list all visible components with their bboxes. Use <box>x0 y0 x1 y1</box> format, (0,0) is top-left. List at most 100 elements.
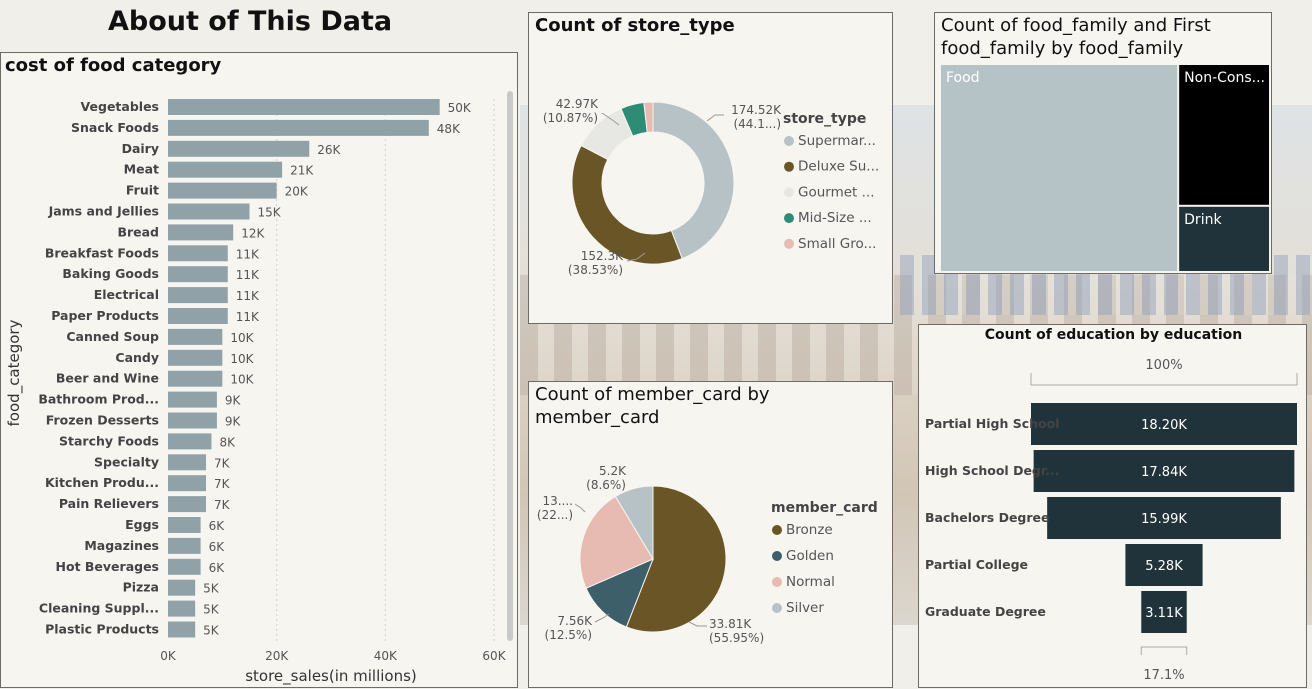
data-label: 10K <box>230 352 254 366</box>
category-label: Frozen Desserts <box>46 413 159 428</box>
data-label: 42.97K <box>556 97 599 111</box>
food-family-title-line1: Count of food_family and First <box>941 15 1211 36</box>
legend-item: Golden <box>786 548 834 564</box>
data-label: (8.6%) <box>586 478 626 492</box>
treemap-label: Drink <box>1184 212 1222 228</box>
legend-item: Normal <box>786 574 835 590</box>
legend-title: member_card <box>771 500 878 516</box>
category-label: Eggs <box>125 517 159 532</box>
legend-marker <box>784 238 794 249</box>
data-label: 50K <box>448 101 472 115</box>
data-label: 9K <box>225 394 242 408</box>
data-label: 15K <box>258 206 282 220</box>
funnel-value: 17.84K <box>1141 465 1187 480</box>
food-family-panel[interactable]: Count of food_family and First food_fami… <box>934 12 1272 274</box>
bar <box>168 308 228 324</box>
data-label: 48K <box>437 122 461 136</box>
x-tick-label: 60K <box>482 649 506 663</box>
data-label: 6K <box>209 540 226 554</box>
food-family-treemap: Food Non-Cons... Drink <box>941 65 1269 271</box>
bar <box>168 475 207 492</box>
category-label: Specialty <box>94 454 159 469</box>
data-label: (12.5%) <box>545 628 592 642</box>
funnel-top-label: 100% <box>1145 358 1182 373</box>
legend-item: Silver <box>786 600 824 616</box>
data-label: 33.81K <box>709 617 752 631</box>
pie-slice <box>643 101 654 133</box>
category-label: Electrical <box>94 287 159 302</box>
bar <box>168 161 283 178</box>
bar <box>168 391 217 408</box>
member-card-title-line1: Count of member_card by <box>535 384 770 405</box>
bar <box>168 349 223 366</box>
funnel-bar <box>1125 544 1203 586</box>
member-card-title-line2: member_card <box>535 407 660 428</box>
x-axis-title: store_sales(in millions) <box>245 667 417 686</box>
data-label: 7K <box>214 498 231 512</box>
bar <box>168 266 228 283</box>
bar <box>168 558 201 575</box>
funnel-value: 3.11K <box>1145 606 1183 621</box>
data-label: 7K <box>214 477 231 491</box>
data-label: 5.2K <box>599 464 627 478</box>
data-label: 21K <box>290 164 314 178</box>
data-label: 5K <box>203 582 220 596</box>
data-label: 11K <box>236 310 260 324</box>
pie-slice <box>652 101 735 260</box>
category-label: Bachelors Degree <box>925 510 1050 525</box>
data-label: 10K <box>230 331 254 345</box>
pie-slice <box>614 485 654 561</box>
treemap-label: Non-Cons... <box>1184 70 1265 86</box>
store-type-panel[interactable]: Count of store_type 174.52K (44.1...) 152.… <box>528 12 893 324</box>
funnel-bar <box>1033 450 1295 492</box>
data-label: 5K <box>203 603 220 617</box>
treemap-label: Food <box>946 70 980 86</box>
legend-item: Bronze <box>786 522 833 538</box>
scrollbar <box>507 91 513 641</box>
education-panel[interactable]: Count of education by education 100% 18.2… <box>918 324 1307 688</box>
funnel-bottom-label: 17.1% <box>1143 668 1184 683</box>
bar <box>168 119 429 136</box>
legend-item: Gourmet ... <box>798 184 875 200</box>
leader-line <box>574 503 586 513</box>
education-title: Count of education by education <box>984 327 1243 343</box>
bar <box>168 454 207 471</box>
legend-item: Small Gro... <box>798 236 876 252</box>
pie-slice <box>571 144 683 265</box>
data-label: (10.87%) <box>543 111 598 125</box>
legend-item: Deluxe Su... <box>798 159 879 175</box>
legend-marker <box>784 161 794 172</box>
category-label: Breakfast Foods <box>45 245 159 260</box>
bar <box>168 621 196 638</box>
bar <box>168 412 217 429</box>
leader-line <box>626 252 646 262</box>
bar <box>168 224 234 241</box>
bar <box>168 517 201 533</box>
category-label: Pain Relievers <box>59 496 159 511</box>
bar <box>168 182 277 199</box>
food-family-title-line2: food_family by food_family <box>941 38 1184 59</box>
category-label: Hot Beverages <box>56 559 159 574</box>
pie-slice <box>585 558 654 628</box>
category-label: Graduate Degree <box>925 604 1046 619</box>
bar <box>168 287 228 304</box>
leader-line <box>688 621 707 627</box>
data-label: (44.1...) <box>733 117 781 131</box>
category-label: Jams and Jellies <box>48 204 159 219</box>
bar <box>168 203 250 220</box>
data-label: 174.52K <box>731 103 782 117</box>
data-label: 7K <box>214 456 231 470</box>
category-label: High School Degr... <box>925 463 1060 478</box>
treemap-cell <box>1179 206 1269 271</box>
category-label: Starchy Foods <box>59 433 159 448</box>
bar <box>168 433 212 450</box>
store-type-donut-chart: 174.52K(44.1...) 152.3K(38.53%) 42.97K(10.… <box>543 97 879 277</box>
data-label: 11K <box>236 289 260 303</box>
category-label: Magazines <box>84 538 159 553</box>
category-label: Meat <box>124 162 159 177</box>
member-card-panel[interactable]: Count of member_card by member_card 33.8… <box>528 381 893 688</box>
food-category-panel[interactable]: cost of food category 0K 20K 40K 60K Vegetab… <box>0 52 518 688</box>
data-label: 12K <box>241 226 265 240</box>
pie-slice <box>625 485 727 633</box>
category-label: Bread <box>117 224 159 239</box>
